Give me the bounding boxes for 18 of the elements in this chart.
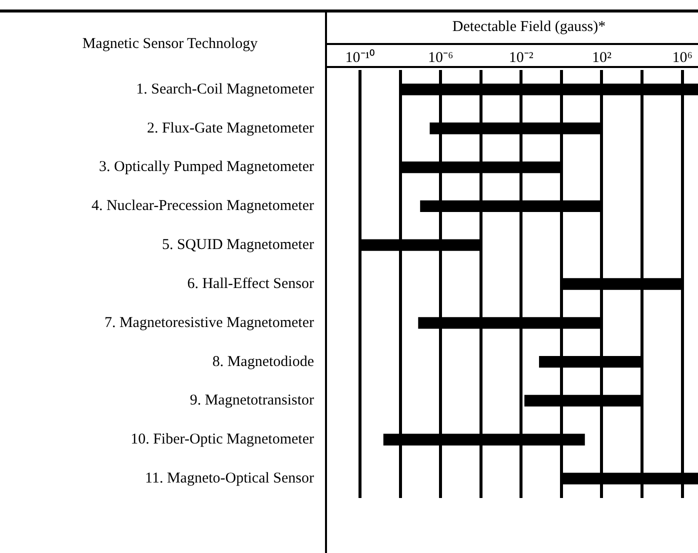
y-tick-label: 7. Magnetoresistive Magnetometer: [104, 314, 314, 331]
y-tick-label: 3. Optically Pumped Magnetometer: [99, 159, 314, 176]
y-tick-label: 11. Magneto-Optical Sensor: [145, 470, 314, 486]
y-tick-label: 6. Hall-Effect Sensor: [187, 276, 314, 292]
y-tick-label: 10. Fiber-Optic Magnetometer: [130, 432, 314, 448]
x-tick-label: 10⁻¹⁰: [345, 48, 375, 66]
x-axis-title: Detectable Field (gauss)*: [452, 18, 606, 35]
x-tick-label: 10⁻²: [508, 50, 534, 66]
y-tick-label: 9. Magnetotransistor: [190, 392, 314, 409]
text: Magnetic Sensor Technology: [82, 36, 258, 52]
y-tick-label: 1. Search-Coil Magnetometer: [136, 81, 314, 98]
y-tick-label: 4. Nuclear-Precession Magnetometer: [91, 198, 314, 214]
x-tick-label: 10²: [592, 50, 612, 66]
y-tick-label: 5. SQUID Magnetometer: [162, 237, 314, 254]
y-tick-label: 2. Flux-Gate Magnetometer: [146, 120, 314, 136]
x-tick-label: 10⁻⁶: [428, 50, 454, 66]
x-tick-label: 10⁶: [672, 50, 692, 66]
y-tick-label: 8. Magnetodiode: [212, 354, 314, 370]
